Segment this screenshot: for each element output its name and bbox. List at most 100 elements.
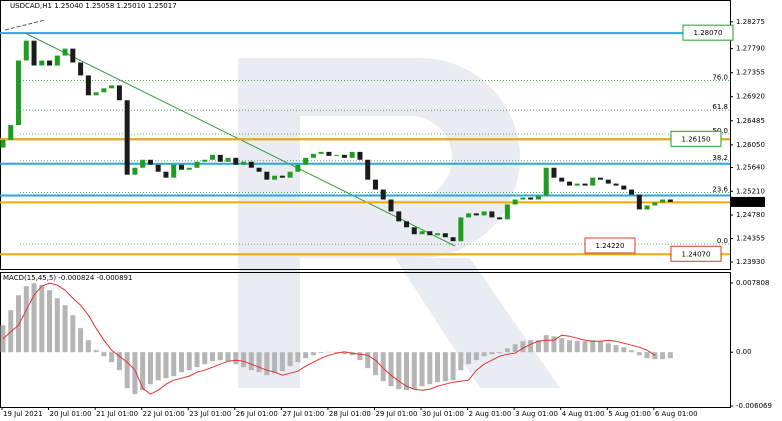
macd-bar — [660, 352, 666, 360]
price-box — [584, 237, 636, 254]
candle — [225, 157, 231, 162]
macd-bar — [489, 352, 495, 355]
candle — [442, 233, 448, 238]
candle — [629, 189, 635, 195]
macd-bar — [473, 352, 479, 361]
candle — [644, 205, 650, 210]
candle — [178, 164, 184, 170]
candle — [54, 55, 60, 66]
candle — [147, 159, 153, 165]
candle — [566, 181, 572, 186]
candle — [217, 154, 223, 162]
macd-bar — [512, 344, 518, 353]
macd-bar — [248, 352, 254, 371]
macd-bar — [225, 352, 231, 362]
price-box-label: 1.24220 — [596, 242, 625, 250]
macd-bar — [272, 352, 278, 374]
candle — [16, 60, 22, 126]
candle — [23, 40, 29, 61]
candle — [70, 48, 76, 63]
macd-bar — [520, 341, 526, 353]
y-tick-label: 1.26485 — [736, 117, 765, 125]
candle — [256, 167, 262, 172]
candle — [8, 125, 14, 140]
candle — [163, 171, 169, 178]
candle — [504, 204, 510, 220]
candle — [481, 211, 487, 216]
candle — [543, 167, 549, 196]
candle — [528, 197, 534, 200]
x-tick-label: 22 Jul 01:00 — [143, 410, 185, 418]
price-box-label: 1.28070 — [694, 29, 723, 37]
y-tick-label: 1.27790 — [736, 45, 765, 53]
y-tick-label: 1.25640 — [736, 164, 765, 172]
candle — [551, 167, 557, 178]
macd-bar — [411, 352, 417, 390]
y-tick-label: 1.26920 — [736, 93, 765, 101]
candle — [186, 167, 192, 170]
macd-bar — [566, 340, 572, 353]
candle — [132, 167, 138, 175]
macd-bar — [504, 348, 510, 353]
candle — [652, 202, 658, 206]
candle — [388, 199, 394, 212]
x-tick-label: 5 Aug 01:00 — [608, 410, 651, 418]
macd-bar — [582, 341, 588, 353]
candle — [458, 217, 464, 242]
candle — [85, 75, 91, 96]
candle — [140, 159, 146, 168]
macd-bar — [404, 352, 410, 391]
candle — [194, 161, 200, 168]
x-tick-label: 19 Jul 2021 — [3, 410, 43, 418]
x-tick-label: 27 Jul 01:00 — [282, 410, 324, 418]
y-tick-label: -0.006069 — [736, 402, 772, 410]
candle — [210, 154, 216, 160]
candle — [590, 177, 596, 186]
macd-bar — [194, 352, 200, 368]
macd-bar — [202, 352, 208, 365]
candle — [605, 179, 611, 184]
macd-bar — [481, 352, 487, 357]
macd-bar — [543, 335, 549, 353]
candle — [93, 92, 99, 96]
candle — [450, 237, 456, 242]
candle — [559, 177, 565, 182]
macd-bar — [357, 352, 363, 361]
macd-bar — [241, 352, 247, 368]
candle — [303, 157, 309, 165]
macd-bar — [667, 352, 673, 359]
candle — [334, 154, 340, 156]
candle — [473, 213, 479, 216]
macd-bar — [85, 340, 91, 353]
fib-label: 23.6 — [712, 186, 728, 194]
macd-bar — [598, 341, 604, 353]
candle — [357, 151, 363, 160]
macd-bar — [372, 352, 378, 376]
macd-bar — [16, 295, 22, 353]
macd-bar — [380, 352, 386, 382]
macd-bar — [210, 352, 216, 362]
fib-label: 0.0 — [717, 237, 728, 245]
candle — [520, 197, 526, 200]
x-tick-label: 21 Jul 01:00 — [96, 410, 138, 418]
macd-bar — [62, 305, 68, 353]
candle — [124, 100, 130, 175]
macd-bar — [528, 340, 534, 353]
macd-bar — [186, 352, 192, 371]
macd-bar — [629, 350, 635, 353]
macd-bar — [466, 352, 472, 365]
macd-bar — [23, 286, 29, 353]
macd-bar — [559, 338, 565, 353]
candle — [248, 161, 254, 168]
fib-anchor-line — [4, 19, 46, 31]
candle — [155, 164, 161, 172]
macd-bar — [458, 352, 464, 371]
macd-bar — [435, 352, 441, 383]
y-tick-label: 1.26050 — [736, 141, 765, 149]
candle — [31, 40, 37, 66]
macd-bar — [155, 352, 161, 381]
macd-panel-frame — [0, 272, 731, 408]
candle — [380, 189, 386, 200]
candle — [435, 233, 441, 236]
